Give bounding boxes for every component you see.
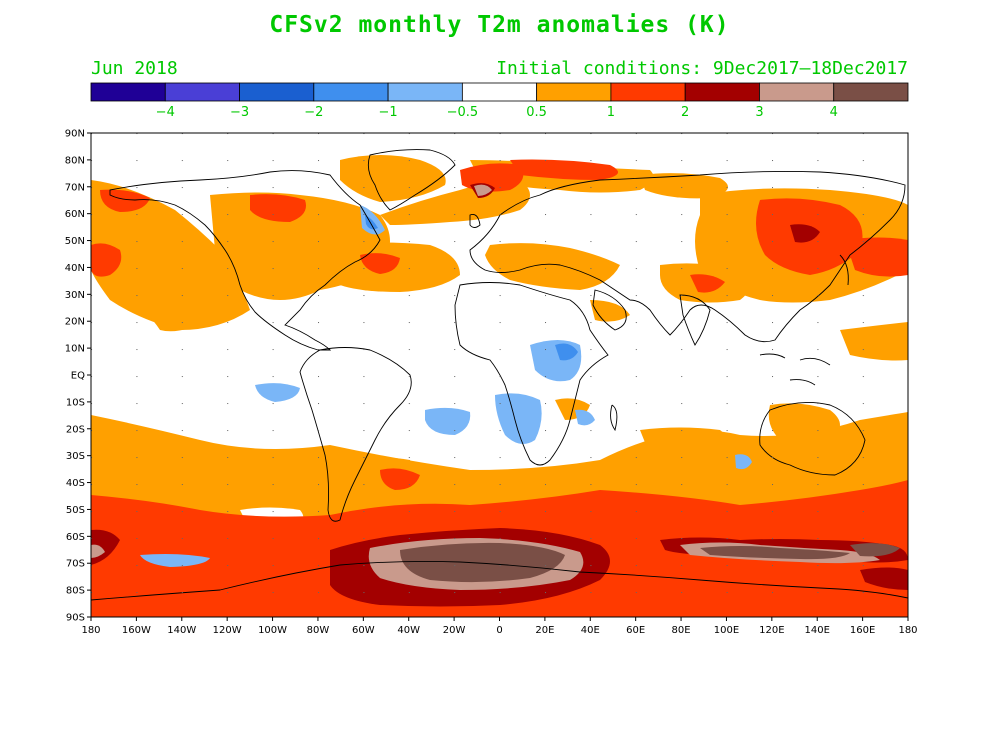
colorbar-swatch — [536, 82, 612, 102]
colorbar-swatch — [387, 82, 463, 102]
colorbar-label: −2 — [304, 105, 323, 120]
lon-tick-label: 80W — [307, 625, 330, 636]
lat-tick-label: 70S — [66, 559, 85, 570]
lat-tick-label: 10N — [65, 344, 85, 355]
lon-tick-label: 40W — [397, 625, 420, 636]
lon-tick-label: 60E — [626, 625, 645, 636]
lat-tick-label: 60S — [66, 532, 85, 543]
lon-tick-label: 0 — [496, 625, 502, 636]
colorbar: −4 −3 −2 −1 −0.5 0.5 1 2 3 4 — [90, 82, 909, 120]
colorbar-label: 1 — [607, 105, 615, 120]
lon-tick-label: 140W — [167, 625, 196, 636]
lat-tick-label: 60N — [65, 209, 85, 220]
lon-tick-label: 20W — [443, 625, 466, 636]
colorbar-label: −0.5 — [447, 105, 479, 120]
lat-tick-label: 80S — [66, 586, 85, 597]
colorbar-label: 4 — [830, 105, 838, 120]
lon-tick-label: 40E — [581, 625, 600, 636]
lon-tick-label: 120W — [213, 625, 242, 636]
colorbar-label: 3 — [755, 105, 763, 120]
colorbar-swatch — [313, 82, 389, 102]
lat-tick-label: 30N — [65, 290, 85, 301]
lon-tick-label: 60W — [352, 625, 375, 636]
colorbar-swatch — [684, 82, 760, 102]
lat-tick-label: 50N — [65, 236, 85, 247]
lat-tick-label: 40S — [66, 478, 85, 489]
lat-tick-label: 90N — [65, 129, 85, 140]
lat-tick-label: 10S — [66, 397, 85, 408]
lat-tick-label: 20N — [65, 317, 85, 328]
colorbar-label: −4 — [156, 105, 175, 120]
lat-tick-label: 80N — [65, 155, 85, 166]
colorbar-swatch — [610, 82, 686, 102]
lat-tick-label: EQ — [71, 371, 85, 382]
colorbar-swatch — [759, 82, 835, 102]
colorbar-swatch — [90, 82, 166, 102]
map-title: CFSv2 monthly T2m anomalies (K) — [269, 12, 730, 38]
colorbar-swatch — [833, 82, 909, 102]
colorbar-label: −1 — [379, 105, 398, 120]
lat-tick-label: 40N — [65, 263, 85, 274]
longitude-axis: 180 160W 140W 120W 100W 80W 60W 40W 20W 0 20E 40E 60… — [81, 617, 918, 636]
lat-tick-label: 30S — [66, 451, 85, 462]
lon-tick-label: 180 — [81, 625, 100, 636]
colorbar-swatch — [164, 82, 240, 102]
colorbar-label: 2 — [681, 105, 689, 120]
forecast-month: Jun 2018 — [91, 58, 178, 79]
colorbar-label: −3 — [230, 105, 249, 120]
lat-tick-label: 20S — [66, 424, 85, 435]
lon-tick-label: 100W — [258, 625, 287, 636]
lon-tick-label: 120E — [759, 625, 784, 636]
lon-tick-label: 100E — [714, 625, 739, 636]
colorbar-label: 0.5 — [526, 105, 547, 120]
lon-tick-label: 160E — [850, 625, 875, 636]
lat-tick-label: 70N — [65, 182, 85, 193]
lon-tick-label: 140E — [805, 625, 830, 636]
lon-tick-label: 80E — [672, 625, 691, 636]
lat-tick-label: 90S — [66, 613, 85, 624]
latitude-axis: 90N 80N 70N 60N 50N 40N 30N 20N 10N EQ 10S 20S 30S 40… — [65, 129, 91, 624]
lon-tick-label: 180 — [898, 625, 917, 636]
lon-tick-label: 160W — [122, 625, 151, 636]
colorbar-swatch — [239, 82, 315, 102]
lon-tick-label: 20E — [535, 625, 554, 636]
map-plot — [91, 133, 908, 617]
initial-conditions: Initial conditions: 9Dec2017–18Dec2017 — [496, 58, 908, 79]
colorbar-swatch — [461, 82, 538, 102]
lat-tick-label: 50S — [66, 505, 85, 516]
